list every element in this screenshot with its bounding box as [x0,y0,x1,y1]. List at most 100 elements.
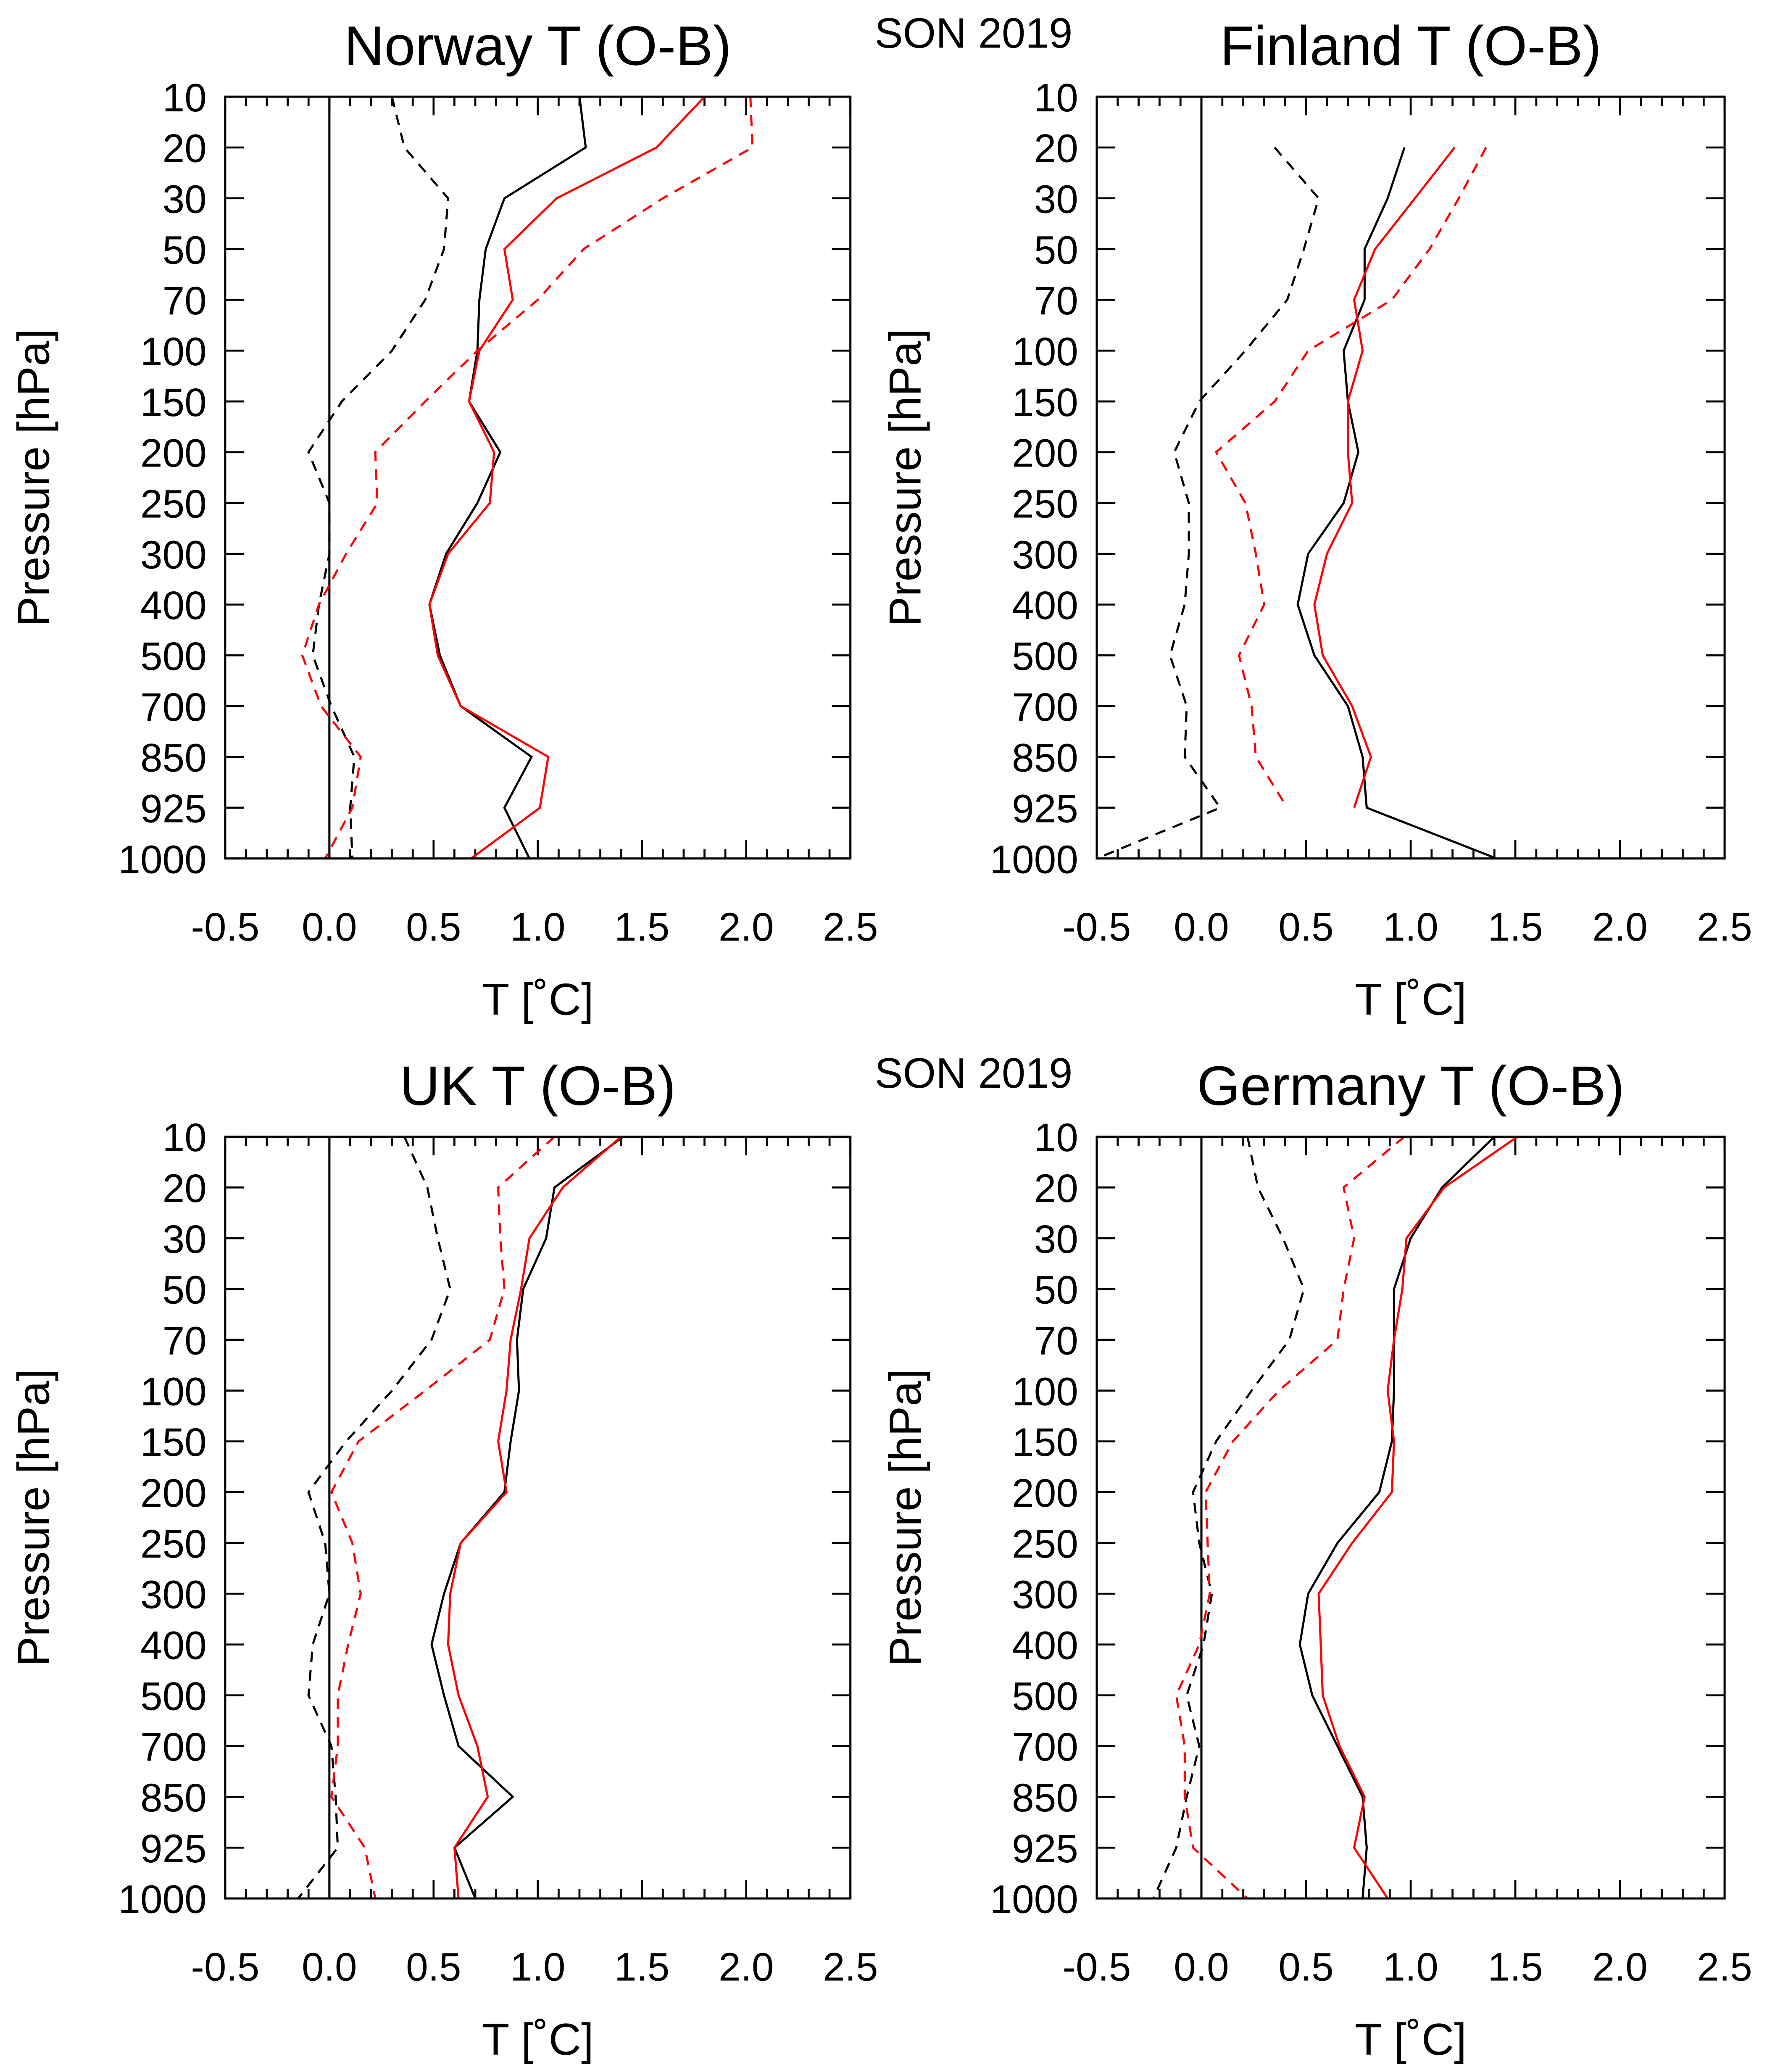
y-tick-label: 300 [140,1573,207,1617]
y-tick-label: 400 [140,1624,207,1668]
y-tick-label: 200 [140,431,207,476]
y-tick-label: 10 [1034,76,1078,120]
suptitle-top: SON 2019 [874,10,1072,57]
y-tick-label: 250 [140,482,207,526]
x-tick-label: 0.0 [1174,1945,1229,1990]
x-tick-label: 2.5 [1697,1945,1752,1990]
series-line-black-solid [1298,1136,1496,1899]
x-tick-label: 1.5 [1488,1945,1543,1990]
x-tick-label: 0.5 [1278,905,1333,949]
x-tick-label: 0.0 [302,905,357,949]
y-tick-label: 150 [140,380,207,425]
y-tick-label: 150 [1012,1420,1078,1465]
x-axis-label: T [˚C] [482,974,594,1025]
y-tick-label: 50 [163,1268,207,1313]
y-tick-label: 850 [1012,1776,1078,1820]
y-tick-label: 300 [1012,1573,1078,1617]
axes-frame [1095,95,1726,860]
y-tick-label: 700 [1012,1725,1078,1769]
axes-frame [224,1136,852,1900]
y-tick-label: 850 [140,736,207,780]
y-tick-label: 1000 [990,1877,1078,1922]
y-tick-label: 300 [1012,532,1078,577]
x-tick-label: -0.5 [191,1945,259,1990]
series-line-red-solid [1313,147,1456,808]
y-tick-label: 70 [1034,279,1078,323]
series-line-black-solid [1296,147,1497,859]
x-axis-label: T [˚C] [482,2014,594,2064]
y-tick-label: 70 [163,1319,207,1363]
y-axis-label: Pressure [hPa] [8,329,59,627]
x-tick-label: 0.0 [1174,905,1229,949]
y-tick-label: 50 [163,228,207,272]
y-tick-label: 10 [163,76,207,120]
series-line-red-dashed [330,1136,556,1899]
y-tick-label: 250 [1012,1522,1078,1566]
series-line-red-solid [447,1136,622,1899]
panel-title: Finland T (O-B) [1220,15,1601,77]
x-tick-label: 0.5 [1278,1945,1333,1990]
y-tick-label: 150 [1012,380,1078,425]
y-tick-label: 1000 [118,837,206,882]
y-tick-label: 250 [1012,482,1078,526]
x-tick-label: 1.0 [510,905,565,949]
series-line-black-dashed [307,96,449,859]
series-line-black-dashed [297,1136,452,1899]
y-tick-label: 10 [163,1115,207,1160]
x-tick-label: 2.5 [823,905,878,949]
panel-title: Norway T (O-B) [344,15,732,77]
x-tick-label: 2.0 [719,1945,774,1990]
y-tick-label: 150 [140,1420,207,1465]
axes-frame [1095,1136,1726,1900]
panel-3: Germany T (O-B) -0.5 0.0 0.5 1.0 1.5 2.0 2.5 10 2… [880,1055,1752,2064]
x-tick-label: 2.5 [1697,905,1752,949]
panel-2: UK T (O-B) -0.5 0.0 0.5 1.0 1.5 2.0 2.5 10 20 30 50… [8,1055,878,2064]
x-tick-label: -0.5 [1063,905,1131,949]
y-tick-label: 100 [1012,1369,1078,1414]
y-tick-label: 400 [140,583,207,628]
x-tick-label: 0.5 [406,905,461,949]
x-tick-label: 2.0 [1592,1945,1647,1990]
y-tick-label: 100 [1012,330,1078,374]
y-tick-label: 700 [140,685,207,730]
y-tick-label: 30 [163,177,207,221]
y-tick-label: 500 [1012,1674,1078,1719]
x-tick-label: 2.0 [1592,905,1647,949]
y-tick-label: 1000 [990,837,1078,882]
x-tick-label: -0.5 [191,905,259,949]
panel-title: UK T (O-B) [400,1055,676,1117]
y-tick-label: 500 [140,1674,207,1719]
y-tick-label: 30 [1034,1217,1078,1262]
panel-0: Norway T (O-B) -0.5 0.0 0.5 1.0 1.5 2.0 2.5 10 20… [8,15,878,1024]
x-tick-label: 0.5 [406,1945,461,1990]
x-tick-label: 1.5 [614,1945,669,1990]
x-tick-label: 1.0 [1383,905,1438,949]
y-tick-label: 20 [163,127,207,171]
y-tick-label: 30 [163,1217,207,1262]
y-tick-label: 400 [1012,1624,1078,1668]
y-axis-label: Pressure [hPa] [880,329,930,627]
y-tick-label: 700 [140,1725,207,1769]
x-tick-label: 2.5 [823,1945,878,1990]
y-tick-label: 250 [140,1522,207,1566]
y-tick-label: 850 [140,1776,207,1820]
y-tick-label: 100 [140,1369,207,1414]
series-line-black-solid [428,96,587,859]
y-axis-label: Pressure [hPa] [880,1368,930,1666]
y-tick-label: 500 [1012,634,1078,679]
series-line-red-solid [1317,1136,1518,1899]
axes-frame [224,95,852,860]
x-axis-label: T [˚C] [1355,2014,1467,2064]
x-tick-label: -0.5 [1063,1945,1131,1990]
x-tick-label: 1.5 [1488,905,1543,949]
x-tick-label: 0.0 [302,1945,357,1990]
y-tick-label: 50 [1034,1268,1078,1313]
panel-title: Germany T (O-B) [1197,1055,1625,1117]
series-line-red-solid [428,96,706,859]
y-tick-label: 400 [1012,583,1078,628]
y-tick-label: 925 [140,1827,207,1871]
y-tick-label: 700 [1012,685,1078,730]
y-tick-label: 1000 [118,1877,206,1922]
